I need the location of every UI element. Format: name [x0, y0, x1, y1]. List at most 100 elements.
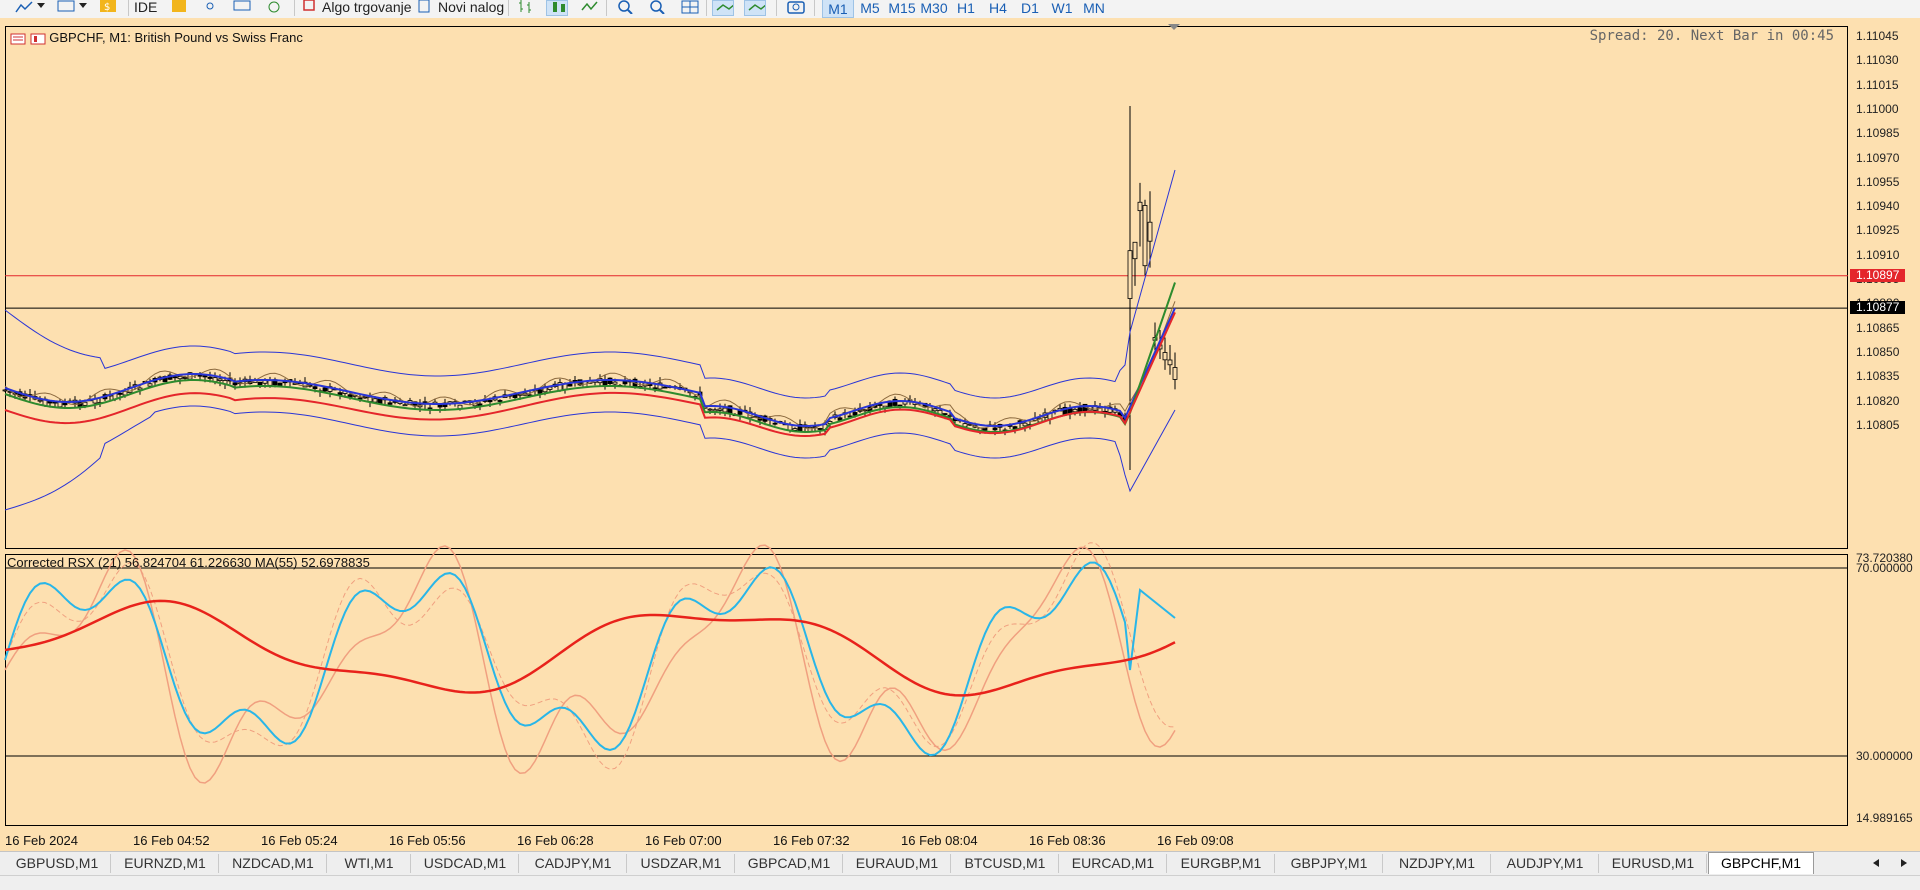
autoscroll-icon[interactable] — [712, 0, 734, 16]
price-label: 1.11030 — [1856, 53, 1899, 68]
symbol-tab[interactable]: CADJPY,M1 — [520, 854, 627, 873]
candle-body — [652, 387, 658, 390]
spread-info: Spread: 20. Next Bar in 00:45 — [1589, 28, 1834, 44]
candle-body — [1167, 359, 1173, 366]
candle-body — [662, 386, 668, 389]
symbol-tab[interactable]: WTI,M1 — [328, 854, 411, 873]
symbol-tab[interactable]: EURGBP,M1 — [1168, 854, 1275, 873]
bollinger-upper-band — [4, 169, 1176, 399]
chart-list-icon[interactable] — [10, 33, 26, 45]
ide-button[interactable]: IDE — [134, 0, 158, 15]
candle-body — [117, 392, 123, 395]
chevron-down-icon[interactable] — [78, 0, 98, 14]
chart-symbol-title: GBPCHF, M1: British Pound vs Swiss Franc — [49, 30, 303, 45]
candle-body — [602, 380, 608, 387]
indicator-subwindow[interactable] — [5, 554, 1848, 826]
symbol-tab[interactable]: NZDJPY,M1 — [1384, 854, 1491, 873]
timeframe-m30[interactable]: M30 — [920, 0, 948, 16]
algo-trading-icon[interactable] — [302, 0, 322, 14]
candle-body — [942, 413, 948, 415]
symbol-tab[interactable]: USDCAD,M1 — [412, 854, 519, 873]
candle-body — [817, 428, 823, 430]
signal-icon[interactable] — [200, 0, 220, 14]
dollar-coin-icon[interactable]: $ — [98, 0, 118, 14]
symbol-tab[interactable]: BTCUSD,M1 — [952, 854, 1059, 873]
indicator-level-label: 30.000000 — [1856, 749, 1913, 763]
time-label: 16 Feb 05:56 — [389, 833, 466, 848]
candle-body — [772, 422, 778, 425]
folder-icon[interactable] — [170, 0, 190, 14]
new-order-button[interactable]: Novi nalog — [438, 0, 505, 15]
market-icon[interactable] — [264, 0, 284, 14]
main-toolbar: $ IDE Algo trgovanje Novi nalog M1 M5 M1… — [0, 0, 1920, 19]
candle-body — [357, 397, 363, 400]
candle-body — [427, 407, 433, 410]
timeframe-h1[interactable]: H1 — [957, 0, 975, 16]
algo-trading-button[interactable]: Algo trgovanje — [322, 0, 412, 15]
fast-ma-line — [4, 301, 1176, 430]
signal-dashed-line — [4, 542, 1176, 770]
candle-body — [1132, 241, 1138, 260]
time-label: 16 Feb 08:36 — [1029, 833, 1106, 848]
candle-body — [932, 408, 938, 412]
symbol-tab[interactable]: EURUSD,M1 — [1600, 854, 1707, 873]
symbol-tab[interactable]: EURAUD,M1 — [844, 854, 951, 873]
signal-line — [4, 544, 1176, 784]
candle-body — [707, 408, 713, 411]
price-label: 1.10940 — [1856, 199, 1900, 214]
grid-icon[interactable] — [680, 0, 700, 14]
bar-chart-icon[interactable] — [516, 0, 536, 14]
symbol-tab[interactable]: NZDCAD,M1 — [220, 854, 327, 873]
shift-icon[interactable] — [744, 0, 766, 16]
zoom-out-icon[interactable] — [648, 0, 668, 14]
screenshot-icon[interactable] — [786, 0, 806, 14]
chevron-down-icon[interactable] — [36, 0, 56, 14]
candle-body — [1127, 250, 1133, 299]
timeframe-m5[interactable]: M5 — [860, 0, 880, 16]
candle-body — [792, 428, 798, 431]
candles-icon[interactable] — [546, 0, 568, 16]
line-icon[interactable] — [580, 0, 600, 14]
price-label: 1.10865 — [1856, 320, 1900, 335]
line-chart-icon[interactable] — [14, 0, 34, 14]
timeframe-h4[interactable]: H4 — [989, 0, 1007, 16]
new-order-icon[interactable] — [416, 0, 436, 14]
candle-body — [377, 398, 383, 404]
candle-body — [277, 382, 283, 387]
symbol-tab[interactable]: EURNZD,M1 — [112, 854, 219, 873]
symbol-tab[interactable]: EURCAD,M1 — [1060, 854, 1167, 873]
symbol-tab[interactable]: GBPUSD,M1 — [4, 854, 111, 873]
symbol-tab[interactable]: GBPCAD,M1 — [736, 854, 843, 873]
vps-icon[interactable] — [232, 0, 252, 14]
price-chart[interactable] — [5, 26, 1848, 549]
timeframe-m15[interactable]: M15 — [888, 0, 916, 16]
candle-body — [182, 377, 188, 379]
timeframe-d1[interactable]: D1 — [1021, 0, 1039, 16]
indicator-title: Corrected RSX (21) 56.824704 61.226630 M… — [7, 555, 370, 570]
chart-window-icon[interactable] — [30, 33, 46, 45]
candle-body — [837, 417, 843, 421]
symbol-tab[interactable]: USDZAR,M1 — [628, 854, 735, 873]
price-label: 1.10805 — [1856, 417, 1900, 432]
candle-body — [37, 399, 43, 402]
red-ema-line — [4, 312, 1176, 437]
symbol-tab[interactable]: GBPCHF,M1 — [1708, 852, 1814, 874]
candle-body — [712, 409, 718, 412]
tabs-scroll-right-icon[interactable] — [1898, 857, 1910, 869]
timeframe-w1[interactable]: W1 — [1051, 0, 1073, 16]
timeframe-mn[interactable]: MN — [1083, 0, 1105, 16]
zoom-in-icon[interactable] — [616, 0, 636, 14]
candle-body — [877, 404, 883, 406]
candle-body — [537, 389, 543, 394]
symbol-tab[interactable]: AUDJPY,M1 — [1492, 854, 1599, 873]
timeframe-m1[interactable]: M1 — [822, 0, 854, 18]
tabs-scroll-left-icon[interactable] — [1870, 857, 1882, 869]
chart-settings-icon[interactable] — [56, 0, 76, 14]
ask-price-tag: 1.10897 — [1850, 268, 1906, 282]
candle-body — [1022, 422, 1028, 427]
candle-body — [217, 378, 223, 381]
symbol-tab[interactable]: GBPJPY,M1 — [1276, 854, 1383, 873]
price-label: 1.10985 — [1856, 126, 1900, 141]
candle-body — [947, 414, 953, 417]
